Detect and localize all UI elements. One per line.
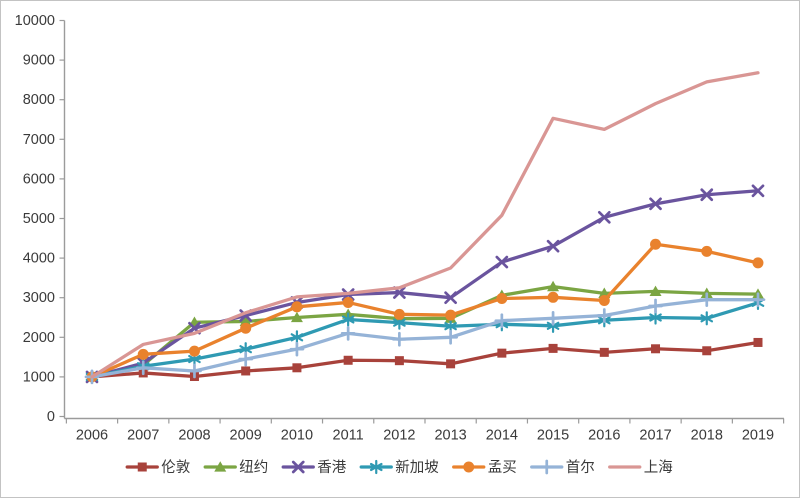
y-tick-label: 3000 bbox=[23, 290, 55, 306]
legend-item-mumbai: 孟买 bbox=[452, 459, 517, 476]
legend-label-shanghai: 上海 bbox=[644, 459, 673, 476]
y-tick-label: 10000 bbox=[15, 13, 55, 29]
x-tick-label: 2006 bbox=[76, 428, 108, 444]
series-line-london bbox=[90, 340, 760, 379]
series-line-hong-kong bbox=[90, 189, 760, 379]
y-tick-label: 6000 bbox=[23, 171, 55, 187]
series-line-seoul bbox=[90, 298, 760, 379]
x-tick-label: 2011 bbox=[333, 428, 364, 444]
legend-item-seoul: 首尔 bbox=[530, 459, 595, 476]
x-tick-label: 2012 bbox=[383, 428, 415, 444]
y-tick-label: 9000 bbox=[23, 53, 55, 69]
x-tick-label: 2014 bbox=[486, 428, 518, 444]
x-tick-label: 2017 bbox=[639, 428, 671, 444]
x-tick-label: 2008 bbox=[178, 428, 210, 444]
legend-item-london: 伦敦 bbox=[125, 459, 191, 476]
y-tick-label: 2000 bbox=[23, 330, 55, 346]
series-mumbai bbox=[86, 238, 764, 383]
y-tick-label: 0 bbox=[47, 409, 55, 425]
series-line-mumbai bbox=[90, 242, 760, 379]
legend-label-new-york: 纽约 bbox=[239, 459, 268, 476]
y-tick-label: 8000 bbox=[23, 92, 55, 108]
series-seoul bbox=[84, 292, 766, 385]
y-tick-label: 4000 bbox=[23, 251, 55, 267]
legend-item-shanghai: 上海 bbox=[608, 459, 673, 476]
legend-label-london: 伦敦 bbox=[161, 459, 190, 476]
y-tick-label: 7000 bbox=[23, 132, 55, 148]
legend-item-hong-kong: 香港 bbox=[281, 459, 347, 476]
y-axis: 0 1000 2000 3000 4000 5000 6000 7000 8000 9000 100… bbox=[15, 13, 65, 425]
axes bbox=[63, 20, 785, 424]
series-line-shanghai bbox=[90, 71, 760, 379]
y-tick-label: 1000 bbox=[23, 369, 55, 385]
chart-legend: 伦敦 纽约 香港 新加坡 孟买 首尔 上海 bbox=[125, 459, 673, 476]
x-axis: 2006 2007 2008 2009 2010 2011 2012 2013 2014 2015… bbox=[76, 428, 774, 444]
y-tick-label: 5000 bbox=[23, 211, 55, 227]
legend-item-singapore: 新加坡 bbox=[359, 459, 439, 476]
legend-label-hong-kong: 香港 bbox=[317, 459, 346, 476]
legend-item-new-york: 纽约 bbox=[203, 459, 268, 476]
x-tick-label: 2019 bbox=[742, 428, 774, 444]
x-tick-label: 2015 bbox=[537, 428, 569, 444]
x-tick-label: 2009 bbox=[230, 428, 262, 444]
legend-label-seoul: 首尔 bbox=[566, 459, 595, 476]
series-shanghai bbox=[90, 71, 760, 379]
x-tick-label: 2013 bbox=[434, 428, 466, 444]
x-tick-label: 2018 bbox=[691, 428, 723, 444]
x-tick-label: 2016 bbox=[588, 428, 620, 444]
series-line-new-york bbox=[90, 284, 760, 379]
series-line-singapore bbox=[90, 301, 760, 379]
legend-label-singapore: 新加坡 bbox=[395, 459, 439, 476]
x-tick-label: 2007 bbox=[127, 428, 159, 444]
x-tick-label: 2010 bbox=[281, 428, 313, 444]
legend-label-mumbai: 孟买 bbox=[488, 459, 517, 476]
